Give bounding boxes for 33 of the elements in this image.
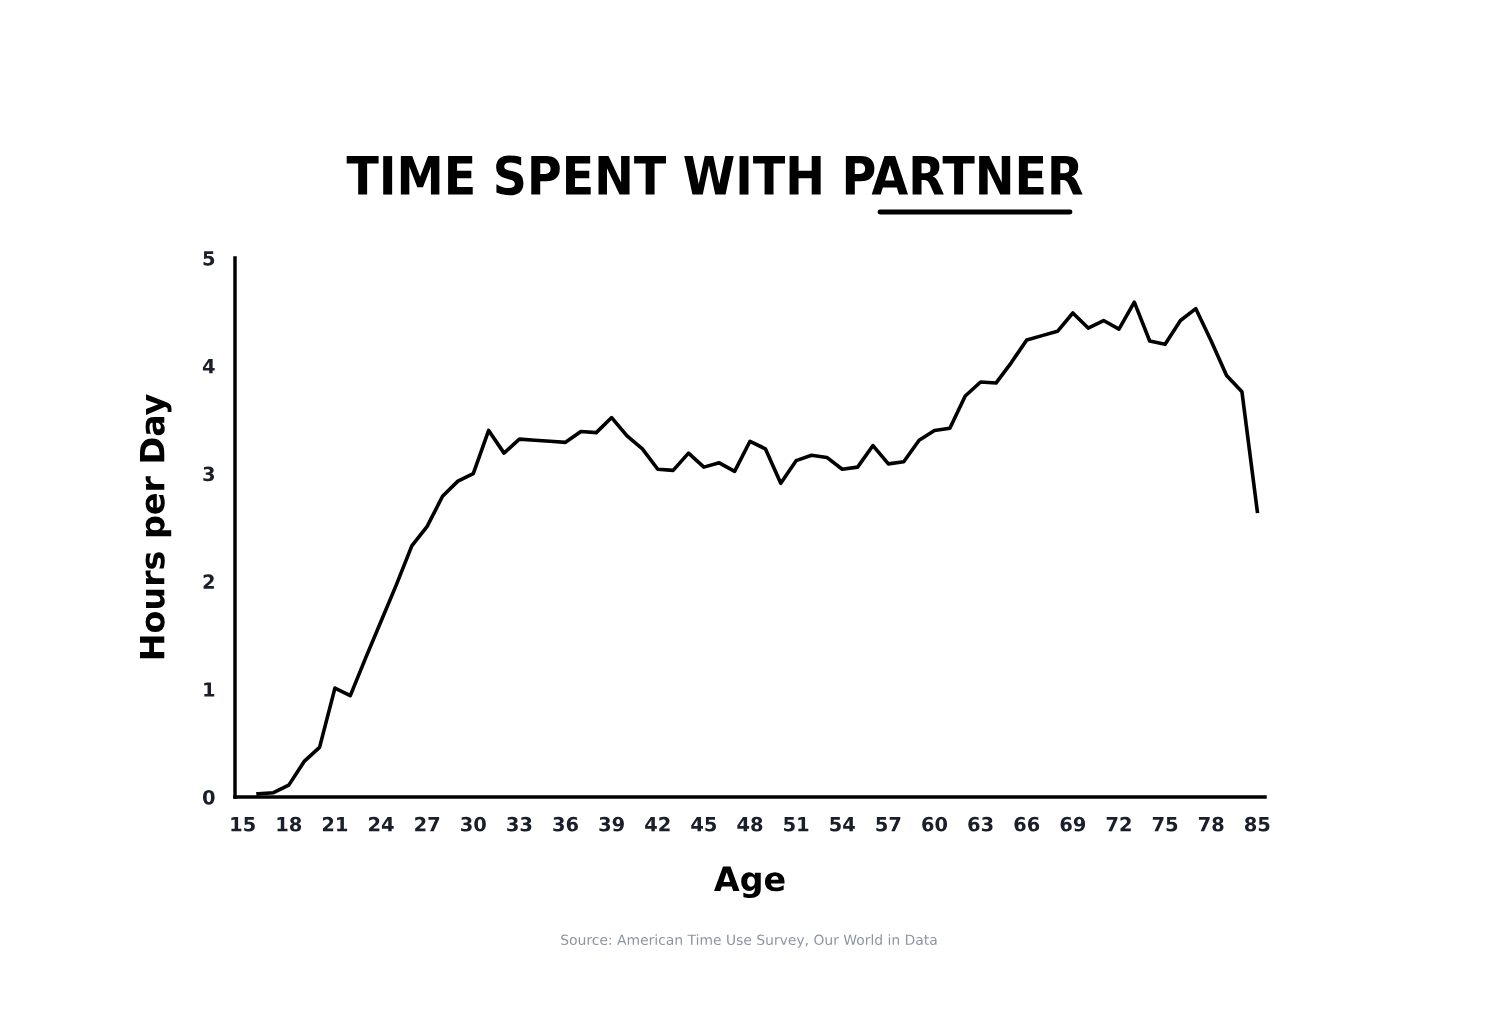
y-tick-label: 1 [204, 682, 215, 697]
source-note: Source: American Time Use Survey, Our World in Data [561, 934, 937, 948]
x-tick-label: 85 [1244, 816, 1270, 832]
x-tick-label: 30 [461, 816, 486, 832]
x-tick-label: 24 [369, 816, 394, 832]
x-tick-label: 60 [922, 816, 948, 832]
x-tick-label: 27 [415, 816, 440, 832]
y-tick-label: 4 [202, 359, 215, 374]
x-tick-label: 69 [1060, 816, 1086, 832]
x-tick-label: 36 [553, 816, 579, 832]
x-tick-label: 39 [599, 816, 624, 832]
chart-title: TIME SPENT WITH PARTNER [346, 155, 1083, 196]
y-tick-label: 0 [202, 789, 215, 805]
x-tick-label: 75 [1152, 817, 1178, 832]
y-tick-label: 5 [203, 251, 215, 266]
y-tick-label: 3 [203, 466, 215, 482]
x-tick-label: 51 [784, 817, 809, 832]
x-tick-label: 57 [876, 817, 901, 832]
x-tick-label: 48 [737, 816, 763, 832]
x-tick-label: 54 [830, 817, 855, 832]
x-axis-title: Age [714, 866, 785, 899]
x-tick-label: 66 [1014, 816, 1040, 832]
x-tick-label: 21 [322, 816, 348, 832]
y-tick-label: 2 [203, 574, 214, 589]
x-tick-label: 78 [1198, 816, 1224, 832]
x-tick-label: 33 [507, 816, 532, 832]
x-tick-label: 18 [277, 816, 302, 832]
x-tick-label: 63 [968, 816, 993, 832]
x-tick-label: 15 [231, 817, 255, 832]
x-tick-label: 72 [1106, 816, 1131, 832]
x-tick-label: 42 [645, 816, 670, 832]
x-tick-label: 45 [691, 817, 717, 832]
y-axis-title: Hours per Day [139, 394, 172, 659]
